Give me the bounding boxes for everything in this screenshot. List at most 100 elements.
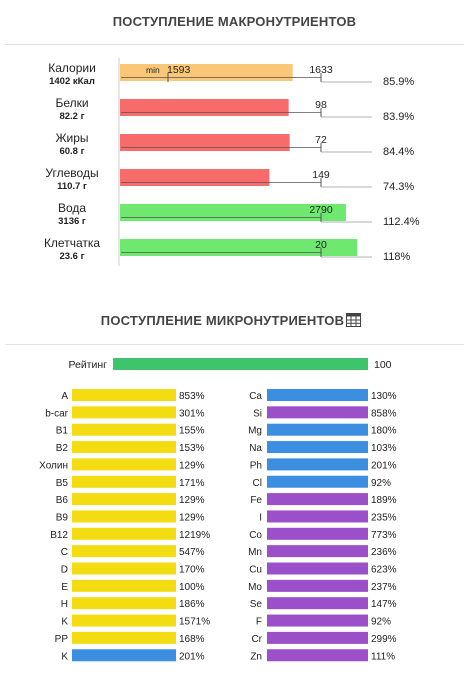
micro-row-left: D 170% [61, 562, 205, 576]
micro-bar [267, 389, 368, 401]
micro-name-label: PP [55, 634, 69, 645]
micro-bar [72, 441, 176, 454]
micro-name-label: Co [249, 530, 262, 541]
micro-bar [267, 631, 368, 644]
micro-row-right: Mn 236% [248, 545, 397, 558]
micro-row-right: Ph 201% [250, 458, 397, 471]
micro-value-label: 1571% [179, 617, 210, 628]
micro-name-label: Mo [248, 582, 262, 593]
macro-amount-label: 110.7 г [57, 181, 87, 192]
table-icon[interactable] [346, 313, 361, 327]
macro-target-label: 149 [312, 169, 330, 181]
micro-value-label: 92% [371, 617, 391, 628]
micro-row-right: Na 103% [249, 441, 397, 454]
macro-bar [120, 134, 290, 151]
divider [5, 44, 464, 45]
micro-row-right: I 235% [259, 510, 397, 523]
micro-name-label: Na [249, 443, 262, 454]
macro-percent-label: 84.4% [383, 146, 414, 158]
micro-name-label: E [61, 582, 68, 593]
micro-row-right: Cu 623% [249, 562, 397, 576]
macro-amount-label: 60.8 г [59, 146, 84, 157]
micro-row-left: PP 168% [55, 631, 205, 645]
micro-value-label: 129% [179, 512, 205, 523]
micro-bar [72, 493, 176, 506]
micro-value-label: 186% [179, 599, 205, 610]
micro-bar [72, 423, 176, 436]
micro-value-label: 189% [371, 495, 397, 506]
macro-name-label: Углеводы [45, 166, 98, 180]
micro-bar [72, 614, 176, 627]
micro-chart: Рейтинг 100 A 853% b-car 301% B1 155% B2 153% Холи… [39, 358, 397, 662]
micro-name-label: Mn [248, 547, 262, 558]
micro-row-right: Mg 180% [248, 423, 397, 437]
micro-name-label: Холин [39, 460, 68, 471]
rating-value: 100 [374, 359, 392, 371]
micro-name-label: H [61, 599, 68, 610]
micro-name-label: B9 [56, 512, 69, 523]
micro-value-label: 236% [371, 547, 397, 558]
macro-target-label: 72 [315, 134, 327, 146]
micro-value-label: 130% [371, 391, 397, 402]
micro-row-right: F 92% [256, 614, 391, 628]
micro-bar [267, 597, 368, 610]
rating-label: Рейтинг [68, 359, 107, 371]
micro-value-label: 180% [371, 426, 397, 437]
micro-name-label: B1 [56, 426, 69, 437]
macro-target-low-label: 1593 [167, 64, 191, 76]
macro-target-label: 98 [315, 99, 327, 111]
macro-amount-label: 1402 кКал [49, 76, 95, 87]
micro-row-right: Mo 237% [248, 579, 397, 593]
micro-row-left: Холин 129% [39, 458, 205, 471]
macro-bar [120, 204, 346, 221]
micro-name-label: Ca [249, 391, 262, 402]
micro-value-label: 153% [179, 443, 205, 454]
macro-name-label: Калории [48, 61, 96, 75]
micro-bar [72, 510, 176, 523]
micro-value-label: 623% [371, 565, 397, 576]
macro-target-label: 2790 [309, 204, 333, 216]
micro-name-label: B2 [56, 443, 69, 454]
micro-name-label: B12 [50, 530, 68, 541]
micro-row-left: A 853% [61, 389, 205, 402]
micro-bar [267, 406, 368, 419]
micro-bar [72, 527, 176, 540]
micro-bar [267, 458, 368, 471]
micro-value-label: 170% [179, 565, 205, 576]
macro-amount-label: 3136 г [58, 216, 86, 227]
micro-name-label: Fe [250, 495, 262, 506]
micro-row-left: B6 129% [56, 493, 205, 506]
micro-value-label: 301% [179, 408, 205, 419]
micro-name-label: Cl [253, 478, 262, 489]
macro-target-label: 1633 [309, 64, 333, 76]
micro-value-label: 853% [179, 391, 205, 402]
micro-name-label: C [61, 547, 68, 558]
micro-value-label: 129% [179, 495, 205, 506]
micro-row-right: Zn 111% [250, 649, 395, 662]
micro-bar [72, 579, 176, 592]
micro-bar [72, 389, 176, 401]
macro-bar [120, 64, 293, 81]
micro-row-right: Cr 299% [251, 631, 397, 645]
micro-bar [72, 545, 176, 558]
micro-bar [72, 631, 176, 644]
micro-bar [267, 510, 368, 523]
micro-value-label: 155% [179, 426, 205, 437]
micro-name-label: A [61, 391, 68, 402]
macro-section-title: ПОСТУПЛЕНИЕ МАКРОНУТРИЕНТОВ [112, 14, 357, 29]
macro-name-label: Жиры [55, 131, 88, 145]
micro-bar [267, 441, 368, 454]
micro-name-label: Mg [248, 426, 262, 437]
micro-value-label: 201% [371, 460, 397, 471]
micro-bar [72, 649, 176, 662]
micro-value-label: 299% [371, 634, 397, 645]
micro-row-left: E 100% [61, 579, 205, 593]
macro-name-label: Клетчатка [44, 236, 100, 250]
micro-row-right: Si 858% [253, 406, 397, 419]
